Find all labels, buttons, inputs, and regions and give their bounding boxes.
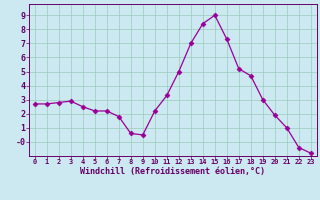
X-axis label: Windchill (Refroidissement éolien,°C): Windchill (Refroidissement éolien,°C) xyxy=(80,167,265,176)
